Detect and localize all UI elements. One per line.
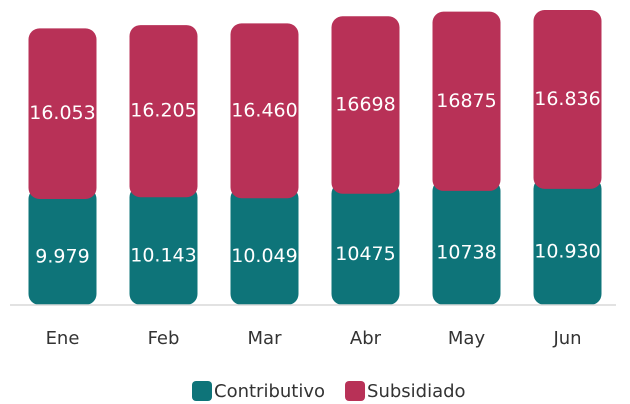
x-tick-label: May [448,328,486,349]
legend-swatch [192,381,212,401]
value-label: 10.049 [231,245,297,267]
value-label: 10738 [436,241,496,263]
bar-segment [28,28,97,199]
value-label: 10.143 [130,245,196,267]
value-label: 16.460 [231,99,297,121]
value-label: 16698 [335,94,395,116]
bar-segment [331,182,400,305]
x-tick-label: Jun [552,328,581,349]
bar-segment [533,177,602,305]
value-label: 16.053 [29,102,95,124]
bar-segment [432,11,501,191]
legend-label: Subsidiado [367,381,466,402]
bar-segment [230,187,299,305]
bar-segment [533,10,602,189]
bar-segment [331,16,400,194]
bar-segment [432,179,501,305]
value-label: 16.836 [534,88,600,110]
legend-label: Contributivo [214,381,325,402]
x-tick-label: Ene [46,328,80,349]
bar-segment [28,187,97,305]
x-tick-label: Feb [148,328,180,349]
value-label: 16.205 [130,100,196,122]
x-tick-label: Mar [248,328,283,349]
value-label: 16875 [436,90,496,112]
legend-swatch [345,381,366,401]
value-label: 10.930 [534,240,600,262]
bar-segment [129,186,198,305]
bar-segment [129,25,198,198]
x-tick-label: Abr [350,328,382,349]
value-label: 9.979 [35,245,89,267]
value-label: 10475 [335,243,395,265]
bar-segment [230,23,299,199]
